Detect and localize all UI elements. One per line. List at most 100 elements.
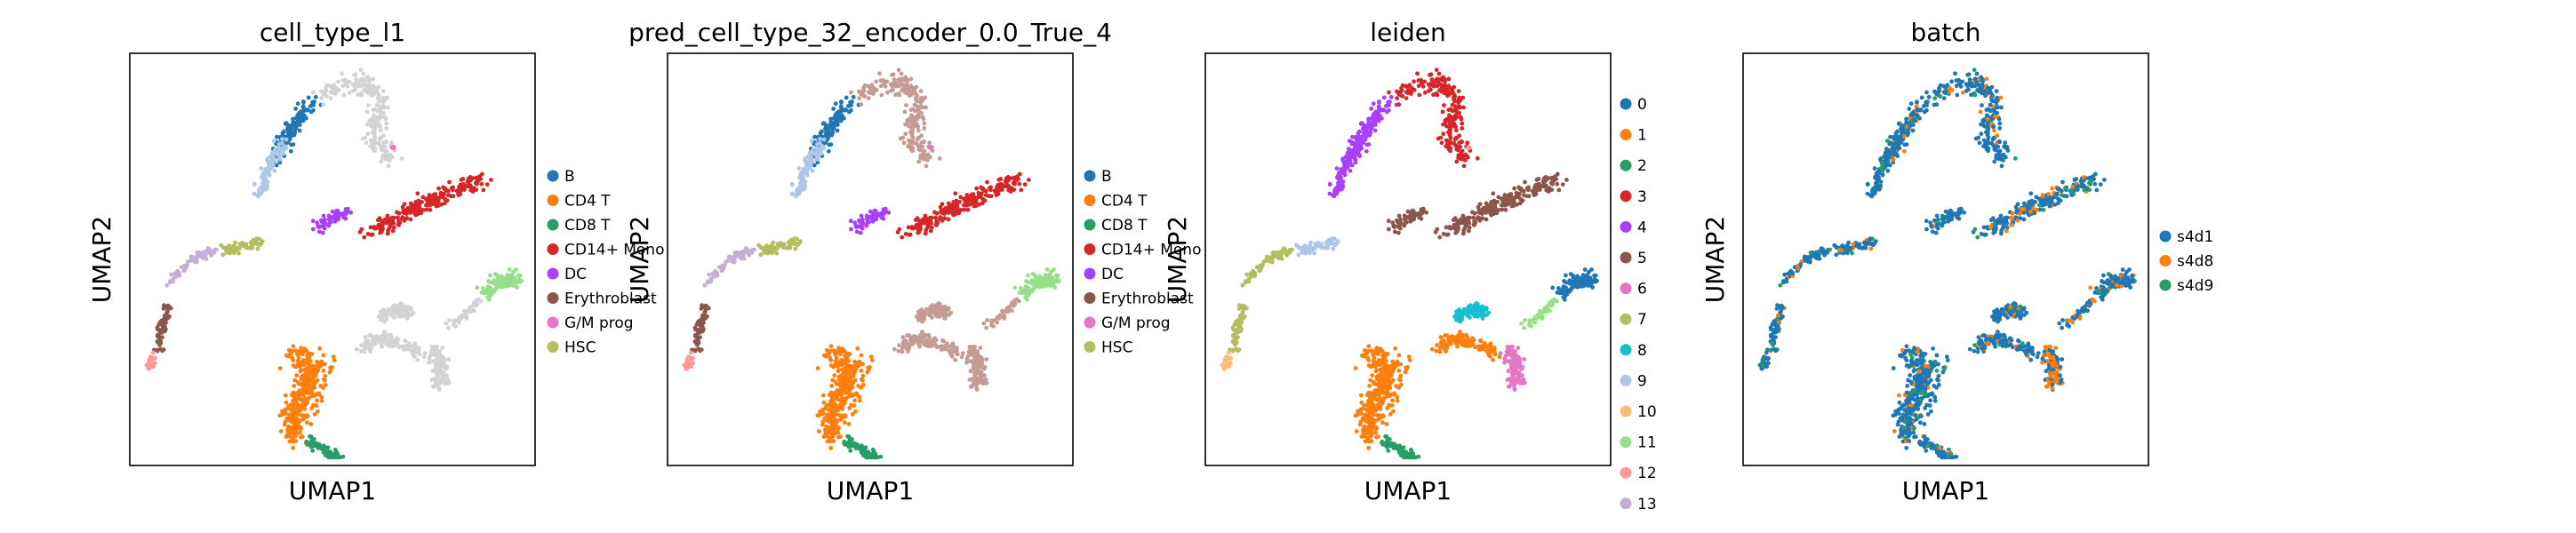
- scatter-point: [1502, 197, 1508, 203]
- scatter-point: [818, 140, 822, 146]
- scatter-point: [1377, 349, 1382, 354]
- scatter-point: [1435, 84, 1440, 88]
- scatter-point: [1391, 361, 1396, 365]
- scatter-point: [316, 361, 321, 365]
- scatter-point: [1349, 152, 1355, 157]
- scatter-point: [477, 174, 482, 179]
- scatter-point: [1553, 174, 1557, 179]
- scatter-point: [849, 103, 853, 107]
- scatter-point: [905, 77, 909, 83]
- scatter-point: [151, 364, 156, 370]
- scatter-point: [924, 157, 929, 162]
- scatter-point: [1381, 386, 1386, 391]
- scatter-point: [918, 89, 924, 93]
- scatter-point: [954, 348, 959, 354]
- scatter-point: [929, 220, 934, 226]
- scatter-point: [1460, 95, 1466, 100]
- scatter-point: [267, 169, 272, 174]
- scatter-point: [1491, 191, 1496, 196]
- scatter-point: [1371, 379, 1376, 385]
- scatter-point: [295, 101, 300, 107]
- scatter-point: [259, 241, 264, 246]
- scatter-point: [156, 327, 160, 332]
- scatter-point: [1456, 99, 1460, 103]
- scatter-point: [304, 370, 308, 374]
- scatter-point: [403, 338, 407, 343]
- scatter-point: [422, 351, 428, 356]
- scatter-point: [1523, 179, 1527, 185]
- scatter-point: [812, 163, 817, 168]
- scatter-point: [912, 225, 917, 230]
- scatter-point: [1044, 276, 1050, 282]
- scatter-point: [283, 144, 287, 149]
- scatter-point: [315, 398, 319, 403]
- scatter-point: [698, 335, 702, 339]
- scatter-point: [982, 379, 988, 385]
- scatter-point: [984, 357, 989, 362]
- scatter-point: [946, 217, 951, 222]
- scatter-point: [292, 390, 297, 395]
- scatter-point: [308, 352, 314, 357]
- legend-marker: [1084, 170, 1096, 182]
- scatter-point: [820, 121, 826, 126]
- scatter-point: [1378, 407, 1383, 411]
- scatter-point: [1390, 398, 1395, 403]
- scatter-point: [858, 230, 863, 235]
- scatter-point: [936, 308, 941, 314]
- scatter-point: [367, 118, 372, 123]
- scatter-point: [833, 390, 837, 395]
- scatter-point: [280, 137, 284, 141]
- scatter-point: [515, 285, 519, 290]
- scatter-point: [1313, 242, 1318, 247]
- scatter-point: [980, 201, 985, 206]
- scatter-point: [846, 352, 852, 357]
- scatter-point: [340, 71, 344, 76]
- legend-label: G/M prog: [1101, 314, 1171, 332]
- scatter-point: [1020, 289, 1026, 293]
- scatter-point: [961, 196, 966, 202]
- scatter-point: [433, 382, 438, 387]
- scatter-point: [260, 173, 265, 179]
- scatter-point: [161, 316, 166, 322]
- scatter-point: [1431, 83, 1436, 88]
- scatter-point: [328, 84, 333, 89]
- scatter-point: [1235, 322, 1240, 328]
- scatter-point: [1359, 393, 1364, 398]
- scatter-point: [312, 369, 317, 374]
- legend-marker: [1084, 243, 1096, 255]
- scatter-point: [228, 244, 233, 250]
- scatter-point: [443, 186, 448, 191]
- scatter-point: [301, 107, 307, 113]
- scatter-point: [917, 219, 922, 224]
- scatter-point: [853, 409, 858, 414]
- scatter-point: [177, 271, 182, 275]
- scatter-point: [893, 92, 898, 98]
- scatter-point: [1428, 84, 1432, 89]
- scatter-point: [836, 118, 842, 123]
- scatter-point: [294, 430, 300, 435]
- scatter-point: [293, 399, 298, 404]
- scatter-point: [367, 77, 372, 83]
- scatter-point: [282, 410, 287, 415]
- scatter-point: [1341, 162, 1347, 166]
- scatter-point: [1372, 128, 1378, 133]
- scatter-point: [315, 220, 320, 226]
- scatter-point: [869, 358, 875, 362]
- scatter-point: [299, 413, 304, 418]
- scatter-point: [854, 229, 860, 235]
- legend-label: CD8 T: [564, 217, 611, 235]
- scatter-point: [449, 194, 453, 199]
- scatter-point: [507, 267, 512, 272]
- scatter-point: [1431, 92, 1436, 98]
- scatter-point: [367, 333, 372, 338]
- scatter-point: [972, 203, 977, 209]
- scatter-point: [857, 398, 862, 403]
- scatter-point: [295, 358, 300, 363]
- scatter-point: [324, 446, 329, 450]
- scatter-point: [1460, 126, 1465, 131]
- scatter-point: [160, 335, 164, 339]
- scatter-point: [752, 247, 756, 252]
- scatter-point: [516, 273, 521, 278]
- scatter-point: [1454, 221, 1460, 227]
